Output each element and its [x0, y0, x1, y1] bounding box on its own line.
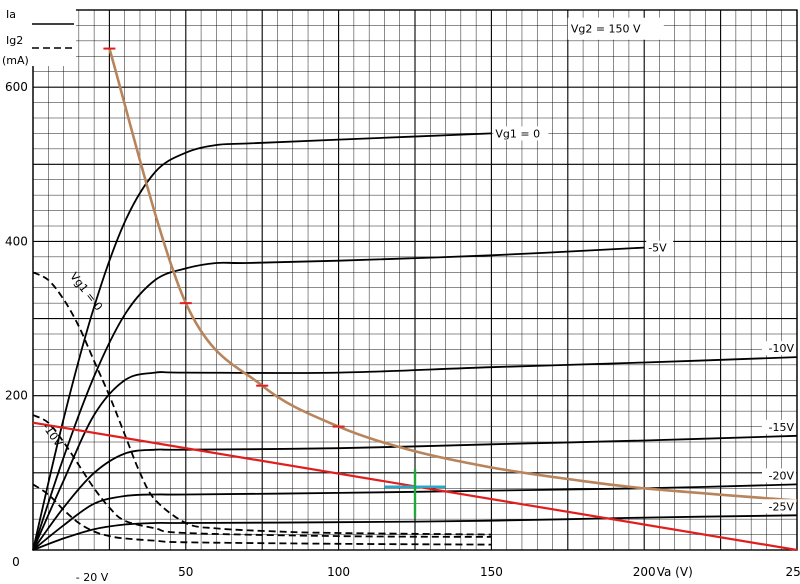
chart-axes: 50 100 150 200 250 200 400 600 0 Va (V): [5, 80, 800, 579]
anode-curve-label: -25V: [769, 500, 795, 513]
legend-ig2-label: Ig2: [6, 34, 23, 47]
anode-curve: [32, 246, 645, 551]
screen-curve: [32, 414, 492, 538]
dissipation-curve: [108, 48, 798, 502]
x-tick-label: 50: [178, 565, 193, 579]
anode-current-curves: [32, 132, 798, 551]
anode-curve-label: Vg1 = 0: [495, 127, 540, 140]
plot-frame: [32, 9, 798, 551]
x-tick-label: 150: [480, 565, 503, 579]
screen-curve-label: - 20 V: [76, 571, 109, 584]
anode-curve-label-background: [762, 499, 796, 514]
anode-curve-label: -15V: [769, 421, 795, 434]
anode-curve: [32, 514, 798, 551]
y-tick-label: 600: [5, 80, 28, 94]
anode-curve: [32, 356, 798, 551]
x-tick-label: 200: [633, 565, 656, 579]
screen-curve: [32, 271, 492, 536]
condition-label-background: [567, 17, 664, 40]
anode-curve-label: -20V: [769, 469, 795, 482]
x-axis-label: Va (V): [657, 565, 693, 579]
anode-curve-label-background: [646, 240, 674, 255]
anode-curve: [32, 483, 798, 551]
chart-grid: [32, 9, 798, 551]
origin-label: 0: [12, 555, 20, 569]
anode-curve: [32, 132, 492, 551]
condition-label: Vg2 = 150 V: [571, 23, 641, 36]
y-tick-label: 200: [5, 389, 28, 403]
x-tick-label: 100: [327, 565, 350, 579]
anode-curve-label-background: [762, 419, 796, 434]
legend-ia-label: Ia: [6, 8, 16, 21]
chart-overlays: [32, 47, 798, 552]
y-axis-unit-label: (mA): [2, 54, 29, 67]
y-tick-label: 400: [5, 234, 28, 248]
anode-curve: [32, 434, 798, 551]
anode-curve-label: -5V: [648, 242, 667, 255]
legend-background: [2, 2, 76, 66]
anode-curve-label-background: [762, 341, 796, 356]
anode-curve-label-background: [762, 468, 796, 483]
anode-curve-label-background: [493, 126, 549, 141]
anode-curve-label: -10V: [769, 342, 795, 355]
x-tick-label: 250: [786, 565, 800, 579]
